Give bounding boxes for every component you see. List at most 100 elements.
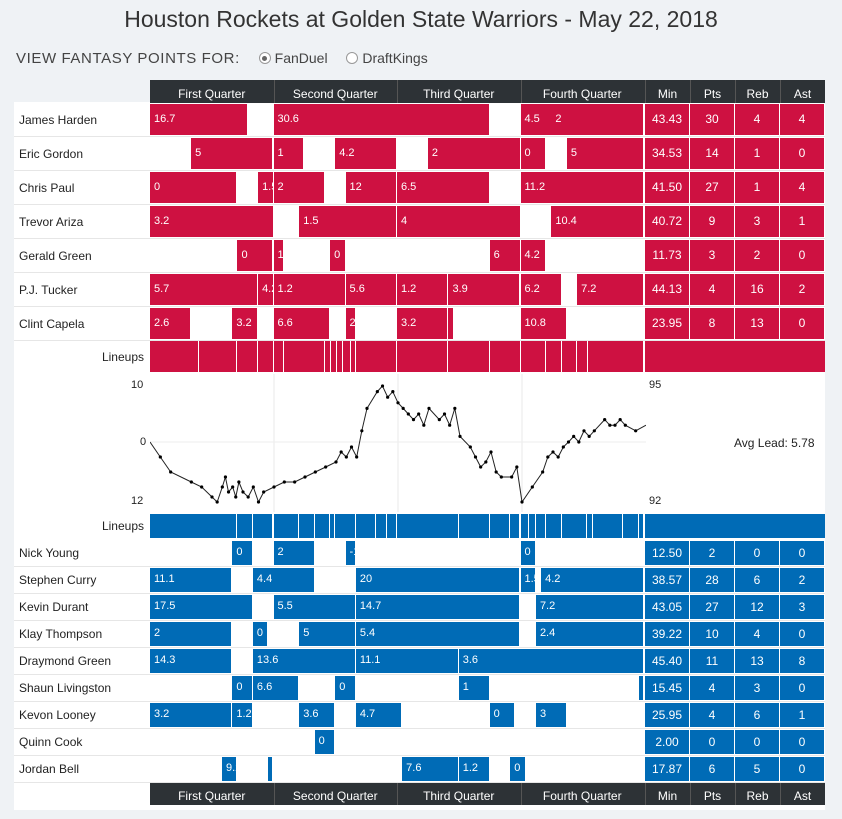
rockets-stint-bar[interactable]: 0	[237, 240, 273, 271]
rockets-stint-bar[interactable]: 0	[330, 240, 345, 271]
warriors-lineup-segment[interactable]	[489, 514, 510, 538]
warriors-lineup-segment[interactable]	[528, 514, 535, 538]
warriors-lineup-segment[interactable]	[355, 514, 376, 538]
player-name[interactable]: Gerald Green	[19, 249, 92, 263]
rockets-stint-bar[interactable]: 30.6	[273, 104, 489, 135]
rockets-stint-bar[interactable]: 3.2	[232, 308, 258, 339]
rockets-stint-bar[interactable]: 10.4	[551, 206, 643, 237]
fanduel-option[interactable]: FanDuel	[258, 50, 328, 66]
rockets-stint-bar[interactable]: 5.7	[150, 274, 258, 305]
rockets-stint-bar[interactable]: 4.2	[258, 274, 273, 305]
warriors-lineup-segment[interactable]	[386, 514, 396, 538]
rockets-stint-bar[interactable]: 5	[191, 138, 273, 169]
warriors-stint-bar[interactable]: 1.2	[458, 757, 489, 781]
player-name[interactable]: James Harden	[19, 113, 98, 127]
warriors-lineup-segment[interactable]	[535, 514, 546, 538]
rockets-stint-bar[interactable]: 7.2	[577, 274, 643, 305]
warriors-lineup-segment[interactable]	[314, 514, 330, 538]
rockets-stint-bar[interactable]: 1.2	[273, 274, 345, 305]
warriors-stint-bar[interactable]: 2	[150, 622, 232, 646]
warriors-stint-bar[interactable]: 0	[232, 676, 252, 700]
rockets-stint-bar[interactable]: 4.2	[520, 240, 546, 271]
rockets-stint-bar[interactable]: 5	[566, 138, 643, 169]
warriors-lineup-segment[interactable]	[237, 514, 252, 538]
rockets-stint-bar[interactable]: 0	[520, 138, 546, 169]
warriors-stint-bar[interactable]: 1.5	[520, 568, 535, 592]
player-name[interactable]: Draymond Green	[19, 654, 112, 668]
player-name[interactable]: Kevon Looney	[19, 708, 96, 722]
rockets-stint-bar[interactable]: 3.9	[448, 274, 520, 305]
warriors-stint-bar[interactable]: 2.4	[535, 622, 643, 646]
warriors-stint-bar[interactable]: 4.2	[541, 568, 643, 592]
draftkings-radio-icon[interactable]	[346, 52, 359, 64]
warriors-lineup-segment[interactable]	[561, 514, 587, 538]
player-name[interactable]: Eric Gordon	[19, 147, 84, 161]
warriors-stint-bar[interactable]: 0	[520, 541, 535, 565]
rockets-lineup-segment[interactable]	[448, 341, 489, 372]
rockets-stint-bar[interactable]: 10.8	[520, 308, 566, 339]
rockets-lineup-segment[interactable]	[588, 341, 643, 372]
rockets-lineup-segment[interactable]	[350, 341, 355, 372]
rockets-stint-bar[interactable]: 1.5	[258, 172, 273, 203]
warriors-lineup-segment[interactable]	[330, 514, 335, 538]
rockets-stint-bar[interactable]: 6.5	[397, 172, 489, 203]
draftkings-label[interactable]: DraftKings	[362, 50, 428, 66]
rockets-lineup-segment[interactable]	[324, 341, 331, 372]
warriors-stint-bar[interactable]: 20	[355, 568, 520, 592]
rockets-stint-bar[interactable]: 16.7	[150, 104, 247, 135]
warriors-stint-bar[interactable]: 6.6	[252, 676, 299, 700]
player-name[interactable]: Klay Thompson	[19, 627, 103, 641]
warriors-stint-bar[interactable]: 3.6	[299, 703, 335, 727]
rockets-stint-bar[interactable]: 6	[489, 240, 520, 271]
warriors-stint-bar[interactable]: 7.2	[535, 595, 643, 619]
warriors-lineup-segment[interactable]	[252, 514, 273, 538]
warriors-stint-bar[interactable]: 5	[299, 622, 355, 646]
rockets-lineup-segment[interactable]	[397, 341, 448, 372]
rockets-stint-bar[interactable]: 6.2	[520, 274, 561, 305]
rockets-lineup-segment[interactable]	[331, 341, 337, 372]
rockets-lineup-segment[interactable]	[577, 341, 588, 372]
rockets-lineup-segment[interactable]	[237, 341, 258, 372]
rockets-stint-bar[interactable]: 11.2	[520, 172, 643, 203]
warriors-stint-bar[interactable]: 3.6	[458, 649, 643, 673]
warriors-stint-bar[interactable]: -1	[345, 541, 355, 565]
warriors-stint-bar[interactable]: 5.5	[273, 595, 355, 619]
rockets-lineup-segment[interactable]	[337, 341, 343, 372]
rockets-lineup-segment[interactable]	[199, 341, 237, 372]
warriors-stint-bar[interactable]: 1	[458, 676, 489, 700]
player-name[interactable]: Jordan Bell	[19, 762, 80, 776]
rockets-stint-bar[interactable]: 1.2	[397, 274, 448, 305]
player-name[interactable]: P.J. Tucker	[19, 283, 78, 297]
rockets-stint-bar[interactable]	[448, 308, 453, 339]
rockets-stint-bar[interactable]: 2.6	[150, 308, 191, 339]
fanduel-label[interactable]: FanDuel	[274, 50, 328, 66]
warriors-stint-bar[interactable]: 2	[273, 541, 314, 565]
warriors-lineup-segment[interactable]	[520, 514, 528, 538]
fanduel-radio-icon[interactable]	[258, 52, 271, 64]
warriors-stint-bar[interactable]: 3.2	[150, 703, 232, 727]
warriors-lineup-segment[interactable]	[546, 514, 561, 538]
rockets-stint-bar[interactable]: 2	[345, 308, 355, 339]
player-name[interactable]: Kevin Durant	[19, 600, 89, 614]
player-name[interactable]: Chris Paul	[19, 181, 75, 195]
warriors-lineup-segment[interactable]	[623, 514, 638, 538]
warriors-lineup-segment[interactable]	[510, 514, 520, 538]
rockets-stint-bar[interactable]: 6.6	[273, 308, 330, 339]
player-name[interactable]: Clint Capela	[19, 317, 85, 331]
warriors-stint-bar[interactable]: 4.4	[252, 568, 314, 592]
warriors-stint-bar[interactable]: 0	[638, 676, 643, 700]
rockets-stint-bar[interactable]: 4	[397, 206, 520, 237]
player-name[interactable]: Stephen Curry	[19, 573, 97, 587]
rockets-stint-bar[interactable]: 5.6	[345, 274, 396, 305]
warriors-stint-bar[interactable]: 9.2	[222, 757, 237, 781]
warriors-lineup-segment[interactable]	[458, 514, 489, 538]
rockets-lineup-segment[interactable]	[273, 341, 283, 372]
warriors-lineup-segment[interactable]	[335, 514, 355, 538]
rockets-stint-bar[interactable]: 3.2	[397, 308, 448, 339]
rockets-lineup-segment[interactable]	[343, 341, 350, 372]
draftkings-option[interactable]: DraftKings	[346, 50, 428, 66]
rockets-stint-bar[interactable]: 2	[551, 104, 643, 135]
rockets-lineup-segment[interactable]	[546, 341, 561, 372]
rockets-stint-bar[interactable]: 2	[273, 172, 324, 203]
rockets-stint-bar[interactable]: 0	[150, 172, 237, 203]
